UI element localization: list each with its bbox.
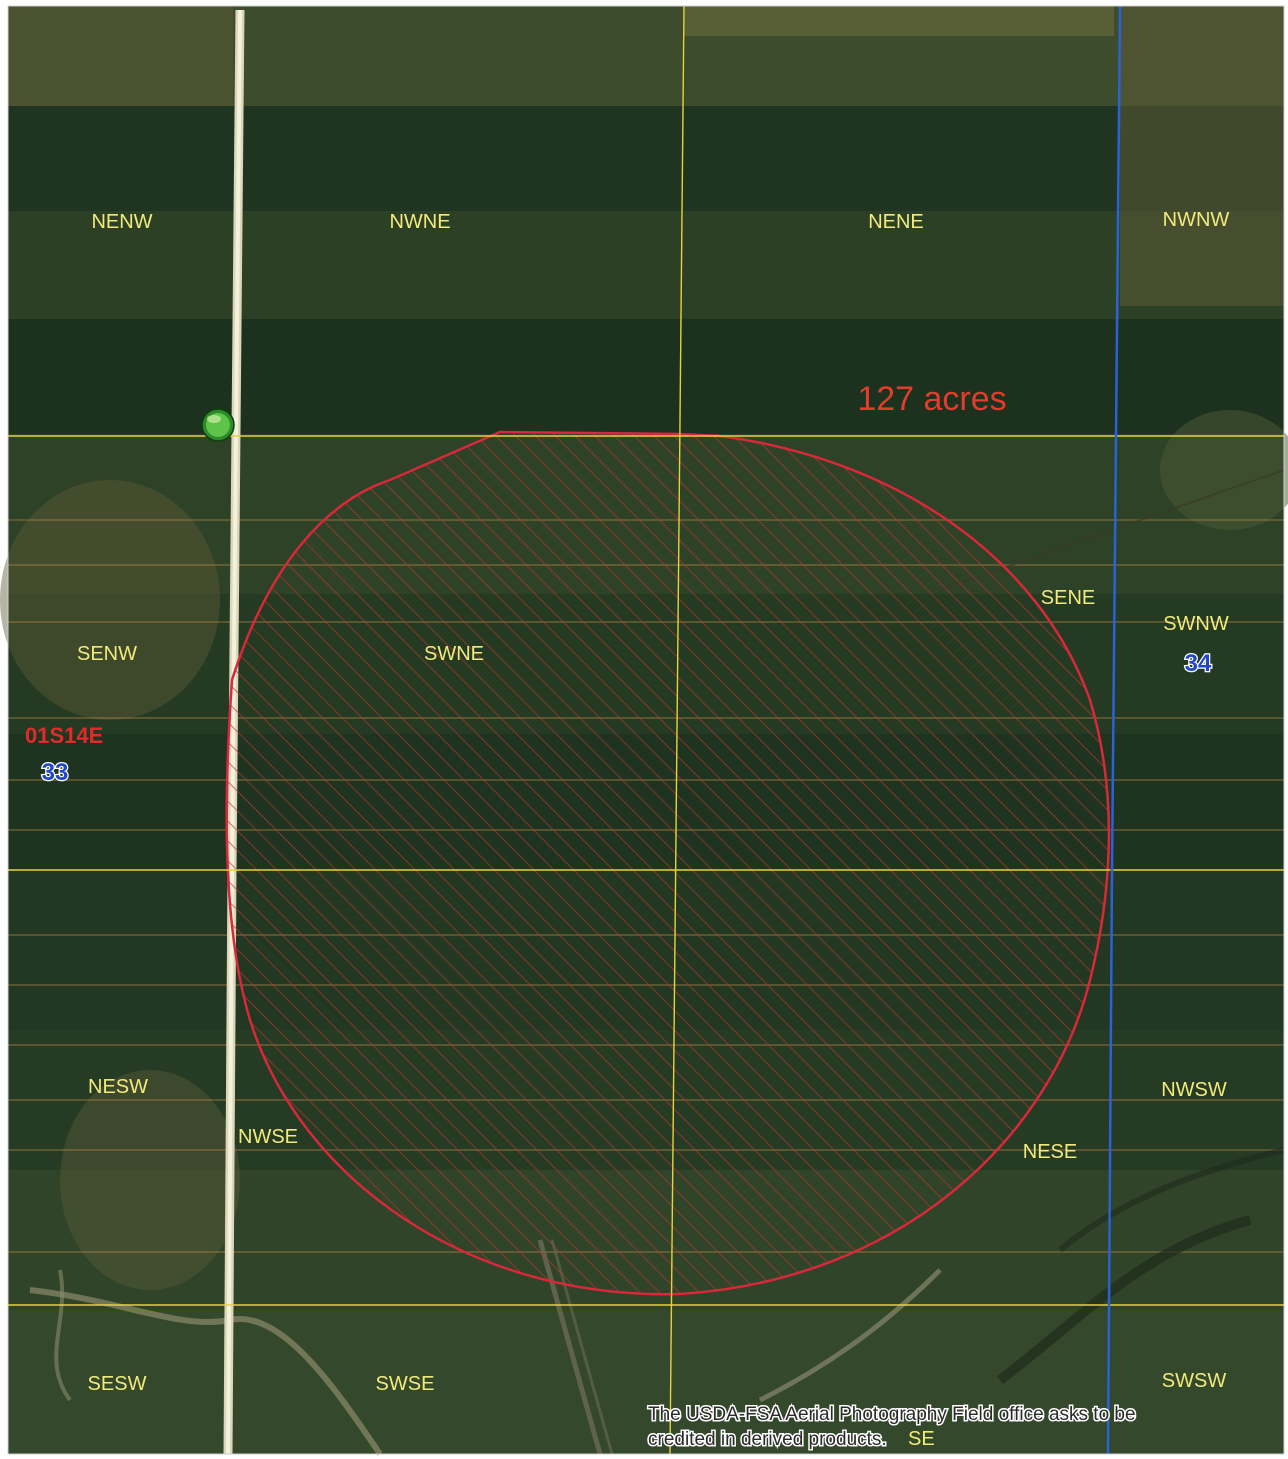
label-swsw: SWSW [1162, 1370, 1227, 1392]
label-swse: SWSE [376, 1373, 435, 1395]
label-nwse: NWSE [238, 1126, 298, 1148]
label-swnw: SWNW [1163, 613, 1229, 635]
label-swne: SWNE [424, 643, 484, 665]
section-number-33: 33 [42, 759, 69, 786]
section-line [1106, 5, 1122, 1455]
credit-line-1: The USDA-FSA Aerial Photography Field of… [648, 1404, 1136, 1425]
label-sene: SENE [1041, 587, 1095, 609]
label-senw: SENW [77, 643, 137, 665]
green-point-marker-icon[interactable] [201, 408, 235, 442]
acreage-label: 127 acres [857, 380, 1006, 418]
label-nene: NENE [868, 211, 924, 233]
credit-notice: The USDA-FSA Aerial Photography Field of… [647, 1403, 1138, 1452]
township-range-label: 01S14E [25, 723, 103, 748]
credit-line-2: credited in derived products. [648, 1429, 887, 1450]
label-nwsw: NWSW [1161, 1079, 1227, 1101]
section-number-34: 34 [1185, 650, 1212, 677]
label-nwnw: NWNW [1163, 209, 1230, 231]
label-nwne: NWNE [389, 211, 450, 233]
county-road [223, 9, 245, 1455]
label-nesw: NESW [88, 1076, 148, 1098]
field-boundary[interactable] [225, 430, 1111, 1296]
label-sesw: SESW [88, 1373, 147, 1395]
label-sese-partial: SE [908, 1428, 935, 1450]
map-frame [7, 5, 1285, 1455]
label-nenw: NENW [91, 211, 152, 233]
label-nese: NESE [1023, 1141, 1077, 1163]
